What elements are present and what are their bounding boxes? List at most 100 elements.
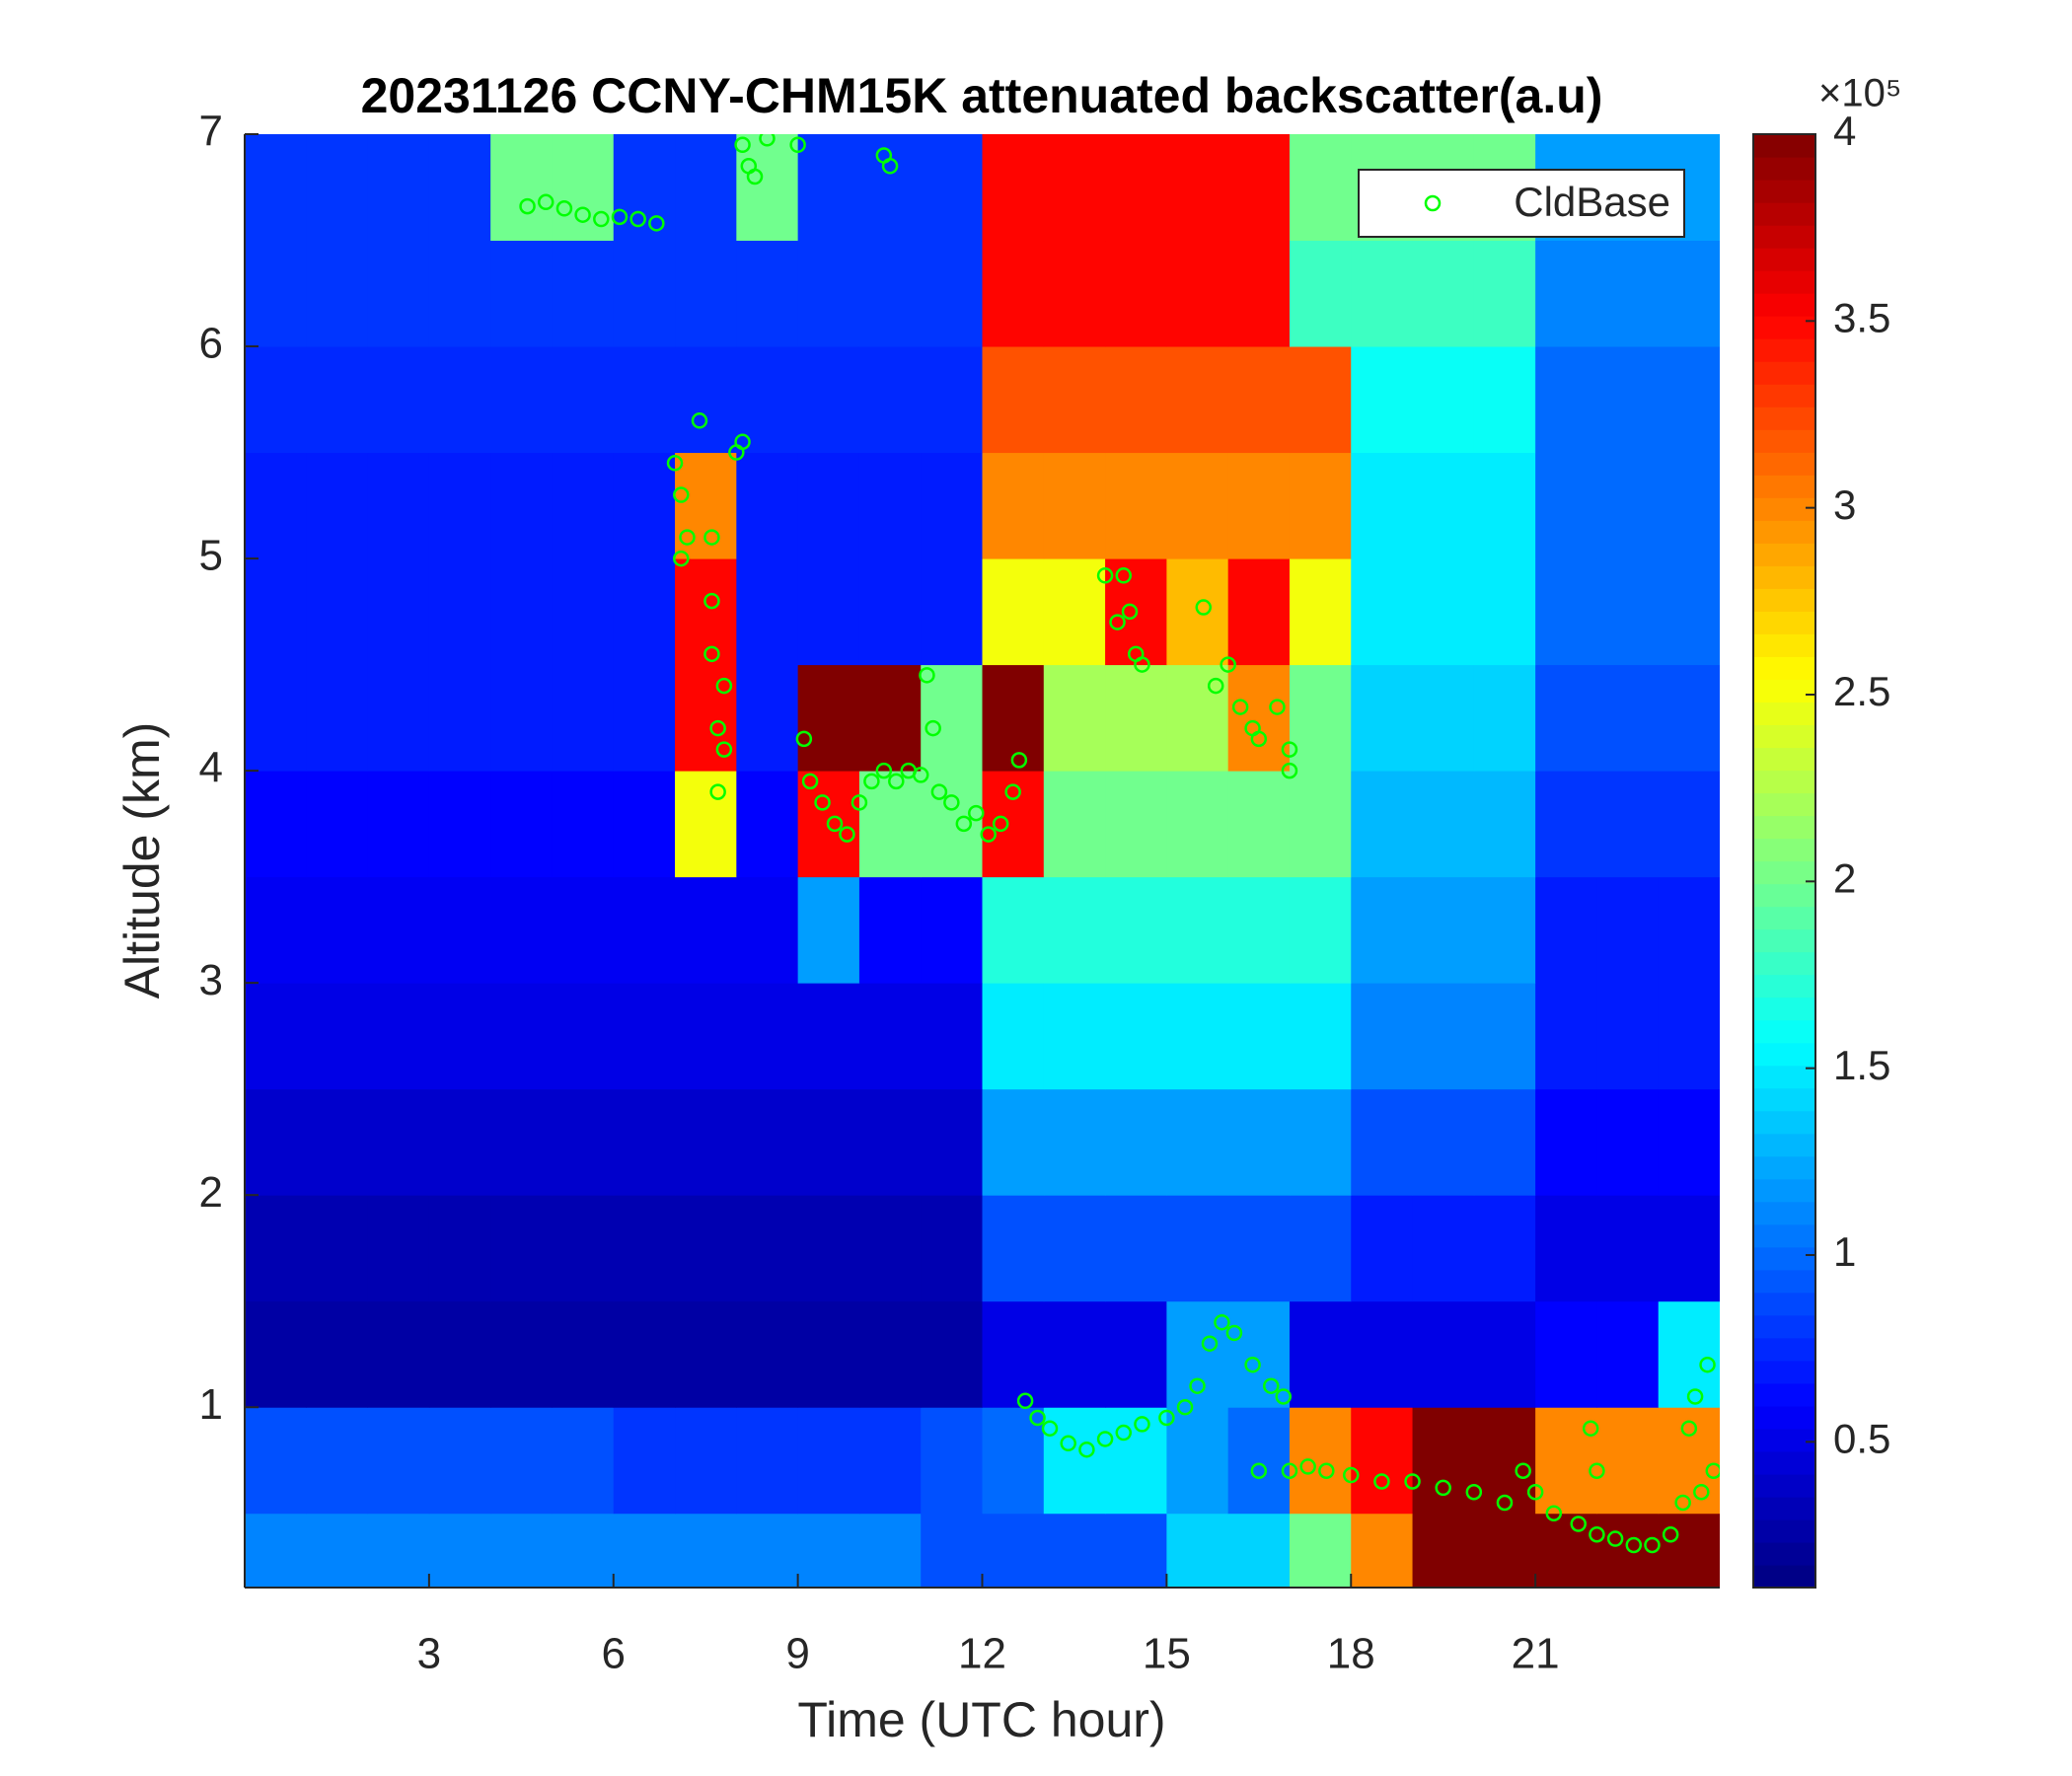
heatmap-cell	[1043, 771, 1106, 878]
heatmap-cell	[552, 664, 615, 772]
heatmap-cell	[1289, 876, 1352, 984]
heatmap-cell	[736, 1300, 799, 1408]
heatmap-cell	[245, 1195, 307, 1302]
cloud-base-marker	[673, 550, 690, 567]
cloud-base-marker	[839, 826, 855, 843]
heatmap-cell	[1351, 558, 1414, 666]
cloud-base-marker	[1189, 1377, 1206, 1394]
heatmap-cell	[1658, 240, 1720, 347]
heatmap-cell	[1412, 1195, 1475, 1302]
heatmap-cell	[1535, 1407, 1597, 1515]
heatmap-cell	[1043, 983, 1106, 1090]
heatmap-cell	[1105, 876, 1167, 984]
scatter-layer	[519, 134, 1720, 1554]
heatmap-cell	[736, 558, 799, 666]
x-tick-label: 15	[1143, 1630, 1191, 1678]
heatmap-cell	[1351, 1300, 1414, 1408]
cloud-base-marker	[1214, 1313, 1230, 1331]
heatmap-cell	[1412, 876, 1475, 984]
heatmap-cell	[1412, 452, 1475, 559]
heatmap-cell	[1351, 1407, 1414, 1515]
colorbar-step	[1753, 316, 1815, 339]
heatmap-cell	[552, 771, 615, 878]
cloud-base-marker	[1176, 1398, 1194, 1416]
colorbar-step	[1753, 293, 1815, 317]
heatmap-cell	[1596, 983, 1660, 1090]
heatmap-cell	[736, 240, 799, 347]
heatmap-cell	[1596, 1300, 1660, 1408]
heatmap-cell	[306, 771, 369, 878]
heatmap-cell	[921, 1088, 983, 1196]
cloud-base-marker	[1207, 677, 1224, 695]
heatmap-cell	[490, 1088, 553, 1196]
colorbar-step	[1753, 1337, 1815, 1362]
heatmap-cell	[982, 1195, 1045, 1302]
heatmap-cell	[490, 664, 553, 772]
heatmap-cell	[245, 771, 307, 878]
heatmap-cell	[1289, 771, 1352, 878]
heatmap-cell	[428, 452, 491, 559]
heatmap-cell	[797, 134, 860, 242]
heatmap-cell	[1105, 240, 1167, 347]
cloud-base-marker	[814, 794, 831, 811]
cloud-base-marker	[746, 168, 764, 185]
heatmap-cell	[367, 664, 430, 772]
heatmap-cell	[1596, 1407, 1660, 1515]
legend-marker	[1424, 194, 1442, 212]
heatmap-cell	[1658, 771, 1720, 878]
cloud-base-marker	[1060, 1435, 1076, 1452]
heatmap-cell	[921, 134, 983, 242]
colorbar-step	[1753, 770, 1815, 794]
colorbar-step	[1753, 1042, 1815, 1067]
legend-label: CldBase	[1514, 179, 1670, 225]
colorbar-step	[1753, 1518, 1815, 1543]
colorbar-step	[1753, 543, 1815, 566]
heatmap-cell	[1166, 1195, 1229, 1302]
heatmap-cell	[1473, 664, 1536, 772]
colorbar-step	[1753, 1382, 1815, 1407]
heatmap-cell	[675, 1513, 737, 1588]
cloud-base-marker	[648, 215, 665, 232]
heatmap-cell	[797, 240, 860, 347]
heatmap-cell	[1289, 1513, 1352, 1588]
heatmap-cell	[1289, 1407, 1352, 1515]
heatmap-cell	[1473, 1088, 1536, 1196]
heatmap-cell	[1473, 558, 1536, 666]
heatmap-cell	[1351, 240, 1414, 347]
heatmap-cell	[613, 664, 676, 772]
heatmap-cell	[797, 1407, 860, 1515]
heatmap-cell	[245, 134, 307, 242]
heatmap	[245, 134, 1720, 1588]
heatmap-cell	[1351, 771, 1414, 878]
heatmap-cell	[1289, 558, 1352, 666]
cloud-base-marker	[1225, 1324, 1243, 1342]
heatmap-cell	[858, 876, 922, 984]
heatmap-cell	[858, 1407, 922, 1515]
cloud-base-marker	[955, 815, 973, 833]
y-tick-label: 2	[199, 1168, 223, 1217]
cloud-base-marker	[1686, 1388, 1704, 1405]
heatmap-cell	[1289, 983, 1352, 1090]
heatmap-cell	[858, 1300, 922, 1408]
heatmap-cell	[1227, 876, 1291, 984]
heatmap-cell	[552, 1300, 615, 1408]
colorbar-tick-label: 3	[1833, 481, 1856, 528]
heatmap-cell	[921, 1195, 983, 1302]
cloud-base-marker	[666, 455, 684, 472]
heatmap-cell	[367, 452, 430, 559]
heatmap-cell	[367, 558, 430, 666]
colorbar-step	[1753, 1564, 1815, 1589]
cloud-base-marker	[863, 773, 880, 790]
heatmap-cell	[797, 1513, 860, 1588]
heatmap-cell	[797, 876, 860, 984]
cloud-base-marker	[1158, 1409, 1175, 1427]
heatmap-cell	[306, 1300, 369, 1408]
cloud-base-marker	[519, 197, 536, 215]
heatmap-cell	[1658, 1407, 1720, 1515]
heatmap-cell	[1105, 134, 1167, 242]
heatmap-cell	[921, 771, 983, 878]
heatmap-cell	[367, 134, 430, 242]
cloud-base-marker	[1589, 1525, 1605, 1543]
heatmap-cell	[1289, 134, 1352, 242]
heatmap-cell	[490, 452, 553, 559]
